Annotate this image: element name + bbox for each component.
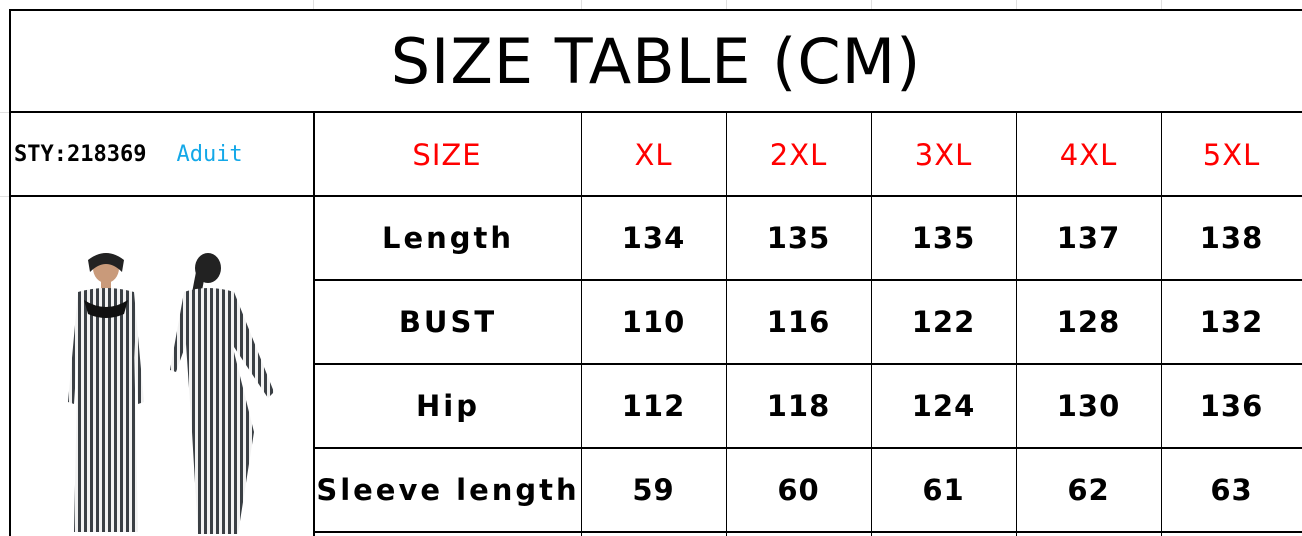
- measurement-cell: 62: [1067, 473, 1110, 507]
- measurement-cell: 132: [1199, 305, 1264, 339]
- measurement-cell: 136: [1199, 389, 1264, 423]
- measurement-cell: 135: [911, 221, 976, 255]
- size-header-XL: XL: [634, 137, 673, 172]
- measurement-cell: 130: [1056, 389, 1121, 423]
- measurement-cell: 135: [766, 221, 831, 255]
- measurement-cell: 110: [621, 305, 686, 339]
- measurement-cell: 124: [911, 389, 976, 423]
- model-back: [170, 253, 274, 534]
- size-header-2XL: 2XL: [769, 137, 828, 172]
- measurement-cell: 60: [777, 473, 820, 507]
- measurement-cell: 118: [766, 389, 831, 423]
- row-label: Sleeve length: [316, 473, 580, 507]
- measurement-cell: 116: [766, 305, 831, 339]
- style-code: STY:218369: [14, 142, 147, 167]
- measurement-cell: 63: [1210, 473, 1253, 507]
- measurement-cell: 61: [922, 473, 965, 507]
- measurement-cell: 122: [911, 305, 976, 339]
- row-label: Length: [381, 221, 515, 255]
- style-info: STY:218369 Aduit: [14, 113, 243, 196]
- row-label: BUST: [398, 305, 498, 339]
- measurement-cell: 59: [632, 473, 675, 507]
- measurement-cell: 112: [621, 389, 686, 423]
- measurement-cell: 134: [621, 221, 686, 255]
- size-header-label: SIZE: [412, 137, 482, 172]
- size-header-5XL: 5XL: [1202, 137, 1261, 172]
- table-title: SIZE TABLE (CM): [390, 24, 922, 98]
- measurement-cell: 137: [1056, 221, 1121, 255]
- product-photo: [68, 253, 274, 534]
- measurement-cell: 128: [1056, 305, 1121, 339]
- measurement-cell: 138: [1199, 221, 1264, 255]
- model-front: [68, 253, 144, 532]
- size-header-4XL: 4XL: [1059, 137, 1118, 172]
- audience-label: Aduit: [176, 142, 243, 167]
- size-header-3XL: 3XL: [914, 137, 973, 172]
- row-label: Hip: [416, 389, 480, 423]
